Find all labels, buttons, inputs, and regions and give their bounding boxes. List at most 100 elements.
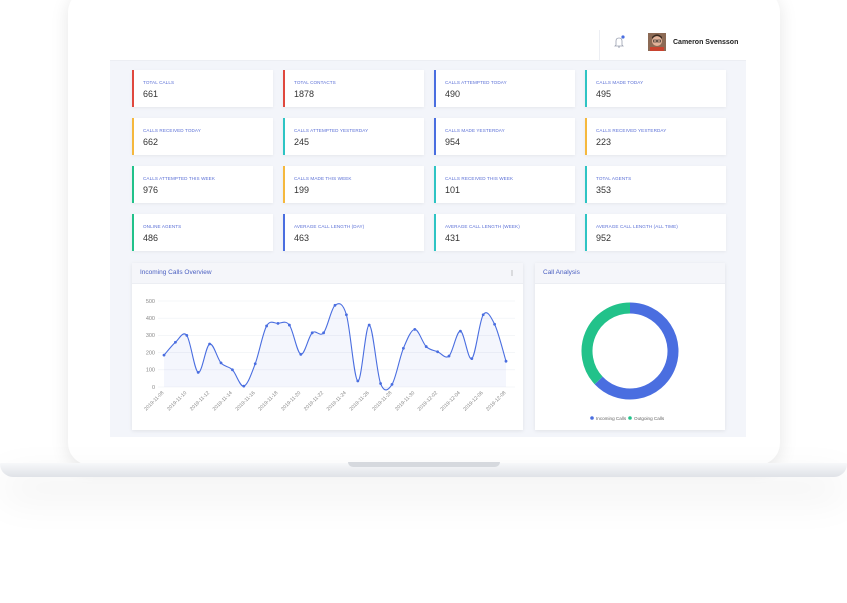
point xyxy=(470,357,474,361)
stat-card: TOTAL CALLS 661 xyxy=(132,70,273,107)
point xyxy=(424,345,428,348)
point xyxy=(459,329,462,333)
panel-title: Call Analysis xyxy=(543,269,580,276)
stat-value: 1878 xyxy=(294,89,315,99)
legend-dot xyxy=(628,416,632,420)
x-tick-label: 2019-12-04 xyxy=(439,390,461,412)
x-tick-label: 2019-12-06 xyxy=(462,390,484,412)
point xyxy=(185,334,189,337)
x-tick-label: 2019-12-02 xyxy=(417,390,439,412)
stat-card: AVERAGE CALL LENGTH (WEEK) 431 xyxy=(434,214,575,251)
x-tick-label: 2019-11-08 xyxy=(143,390,165,412)
stat-value: 431 xyxy=(445,233,461,243)
point xyxy=(162,353,166,357)
x-tick-label: 2019-11-24 xyxy=(326,390,348,412)
stat-card: CALLS RECEIVED TODAY 662 xyxy=(132,118,273,155)
line-panel: Incoming Calls Overview xyxy=(132,263,523,430)
stat-value: 199 xyxy=(294,185,310,195)
stat-label: TOTAL CALLS xyxy=(143,80,175,85)
point xyxy=(356,379,360,383)
stat-card: CALLS ATTEMPTED THIS WEEK 976 xyxy=(132,166,273,203)
point xyxy=(219,361,223,365)
y-tick-label: 200 xyxy=(146,350,155,356)
donut-segment xyxy=(581,302,631,385)
point xyxy=(196,370,200,374)
stat-card: CALLS ATTEMPTED YESTERDAY 245 xyxy=(283,118,424,155)
laptop-notch xyxy=(348,462,500,467)
x-tick-label: 2019-12-08 xyxy=(485,390,507,412)
stat-label: TOTAL CONTACTS xyxy=(294,80,336,85)
point xyxy=(504,359,508,363)
stat-card: CALLS RECEIVED YESTERDAY 223 xyxy=(585,118,726,155)
panel-title: Incoming Calls Overview xyxy=(140,269,212,276)
panel-menu[interactable] xyxy=(510,269,514,279)
stat-value: 101 xyxy=(445,185,461,195)
point xyxy=(367,323,371,327)
stat-value: 952 xyxy=(596,233,612,243)
point xyxy=(390,383,394,386)
point xyxy=(402,346,405,350)
area xyxy=(164,303,506,390)
stat-label: AVERAGE CALL LENGTH (ALL TIME) xyxy=(596,224,678,229)
point xyxy=(481,313,485,317)
x-tick-label: 2019-11-18 xyxy=(257,390,279,412)
point xyxy=(493,322,496,326)
point xyxy=(447,354,451,358)
laptop-base xyxy=(0,463,847,477)
point xyxy=(253,362,257,366)
stat-value: 223 xyxy=(596,137,612,147)
x-tick-label: 2019-11-14 xyxy=(212,390,234,412)
stat-label: CALLS ATTEMPTED THIS WEEK xyxy=(143,176,216,181)
point xyxy=(265,324,268,328)
divider xyxy=(599,30,600,60)
stat-value: 463 xyxy=(294,233,310,243)
stat-value: 486 xyxy=(143,233,159,243)
point xyxy=(208,342,212,346)
stat-card: TOTAL CONTACTS 1878 xyxy=(283,70,424,107)
x-tick-label: 2019-11-28 xyxy=(371,390,393,412)
notification-bell[interactable] xyxy=(612,34,626,50)
panel-header xyxy=(132,263,523,284)
stat-card: AVERAGE CALL LENGTH (DAY) 463 xyxy=(283,214,424,251)
x-tick-label: 2019-11-26 xyxy=(349,390,371,412)
point xyxy=(322,331,325,335)
stat-value: 661 xyxy=(143,89,159,99)
x-tick-label: 2019-11-20 xyxy=(280,390,302,412)
y-tick-label: 0 xyxy=(152,385,155,391)
point xyxy=(345,313,348,317)
stat-value: 245 xyxy=(294,137,310,147)
donut-segment xyxy=(594,302,679,400)
top-bar: Cameron Svensson xyxy=(110,30,746,61)
x-tick-label: 2019-11-22 xyxy=(303,390,325,412)
point xyxy=(436,350,439,354)
point xyxy=(288,323,291,327)
stat-label: CALLS RECEIVED YESTERDAY xyxy=(596,128,667,133)
user-name[interactable]: Cameron Svensson xyxy=(673,39,739,46)
stat-card: CALLS ATTEMPTED TODAY 490 xyxy=(434,70,575,107)
x-tick-label: 2019-11-30 xyxy=(394,390,416,412)
y-tick-label: 500 xyxy=(146,299,155,305)
stat-value: 495 xyxy=(596,89,612,99)
stat-label: CALLS MADE THIS WEEK xyxy=(294,176,352,181)
stat-value: 954 xyxy=(445,137,461,147)
stat-value: 490 xyxy=(445,89,461,99)
avatar[interactable] xyxy=(648,33,666,51)
stat-card: TOTAL AGENTS 353 xyxy=(585,166,726,203)
stat-label: ONLINE AGENTS xyxy=(143,224,182,229)
y-tick-label: 300 xyxy=(146,333,155,339)
point xyxy=(299,352,303,356)
stat-label: CALLS ATTEMPTED TODAY xyxy=(445,80,507,85)
stat-card: CALLS MADE THIS WEEK 199 xyxy=(283,166,424,203)
stat-label: TOTAL AGENTS xyxy=(596,176,632,181)
stat-label: CALLS MADE TODAY xyxy=(596,80,644,85)
stat-label: CALLS RECEIVED TODAY xyxy=(143,128,201,133)
point xyxy=(231,368,234,372)
stat-value: 976 xyxy=(143,185,159,195)
x-tick-label: 2019-11-16 xyxy=(235,390,257,412)
stat-label: AVERAGE CALL LENGTH (WEEK) xyxy=(445,224,520,229)
point xyxy=(242,384,246,388)
point xyxy=(379,382,382,385)
x-tick-label: 2019-11-10 xyxy=(166,390,188,412)
